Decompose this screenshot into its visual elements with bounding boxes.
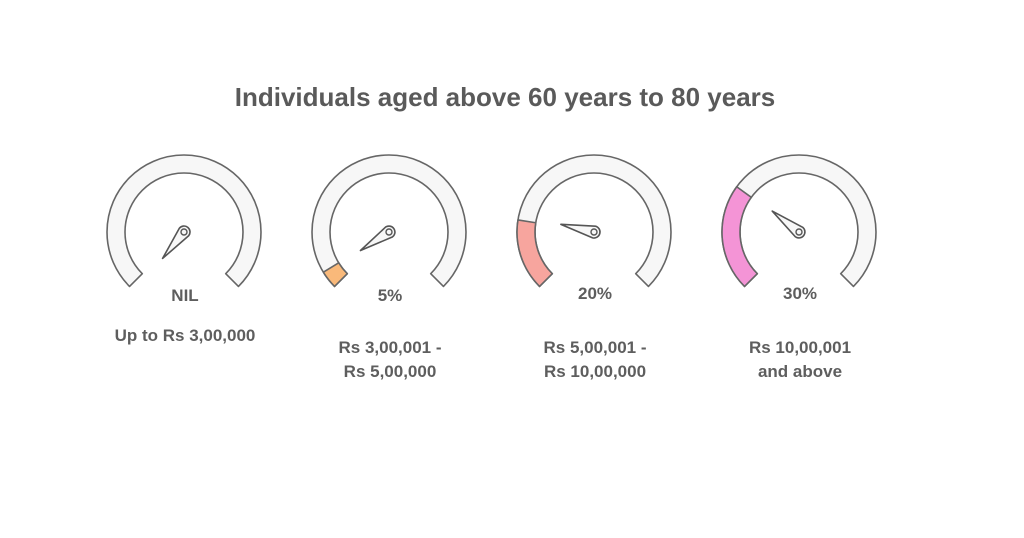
gauge-rate: 5% — [377, 286, 403, 305]
gauge-range-line2: Rs 5,00,000 — [343, 362, 437, 381]
page-title: Individuals aged above 60 years to 80 ye… — [234, 82, 776, 112]
gauge-range-line2: and above — [757, 362, 843, 381]
gauge-nil: NIL Up to Rs 3,00,000 — [100, 150, 270, 390]
gauge-hub — [590, 228, 598, 236]
gauge-range: Up to Rs 3,00,000 — [85, 324, 285, 348]
gauge-needle — [560, 223, 601, 239]
gauge-hub — [385, 228, 393, 236]
gauge-fill — [516, 219, 554, 288]
gauge-rate: 20% — [577, 284, 613, 303]
gauge-dial — [516, 154, 672, 288]
gauge-range-line2: Rs 10,00,000 — [543, 362, 647, 381]
gauge-rate: 30% — [782, 284, 818, 303]
gauge-track — [106, 154, 262, 288]
gauge-5-percent: 5% Rs 3,00,001 - Rs 5,00,000 — [305, 150, 475, 390]
gauge-dial — [106, 154, 262, 288]
gauge-fill — [322, 262, 349, 288]
gauge-fill — [721, 185, 759, 288]
gauge-30-percent: 30% Rs 10,00,001 and above — [715, 150, 885, 390]
gauge-range: Rs 5,00,001 - Rs 10,00,000 — [495, 336, 695, 384]
gauge-rate: NIL — [171, 286, 199, 305]
gauge-dial — [721, 154, 877, 288]
gauge-range-line1: Up to Rs 3,00,000 — [114, 326, 256, 345]
gauge-hub — [795, 228, 803, 236]
gauge-hub — [180, 228, 188, 236]
gauge-range-line1: Rs 10,00,001 — [748, 338, 852, 357]
gauge-20-percent: 20% Rs 5,00,001 - Rs 10,00,000 — [510, 150, 680, 390]
gauge-range: Rs 3,00,001 - Rs 5,00,000 — [290, 336, 490, 384]
gauge-range-line1: Rs 5,00,001 - — [543, 338, 647, 357]
gauge-range-line1: Rs 3,00,001 - — [338, 338, 442, 357]
gauge-range: Rs 10,00,001 and above — [700, 336, 900, 384]
gauge-dial — [311, 154, 467, 288]
